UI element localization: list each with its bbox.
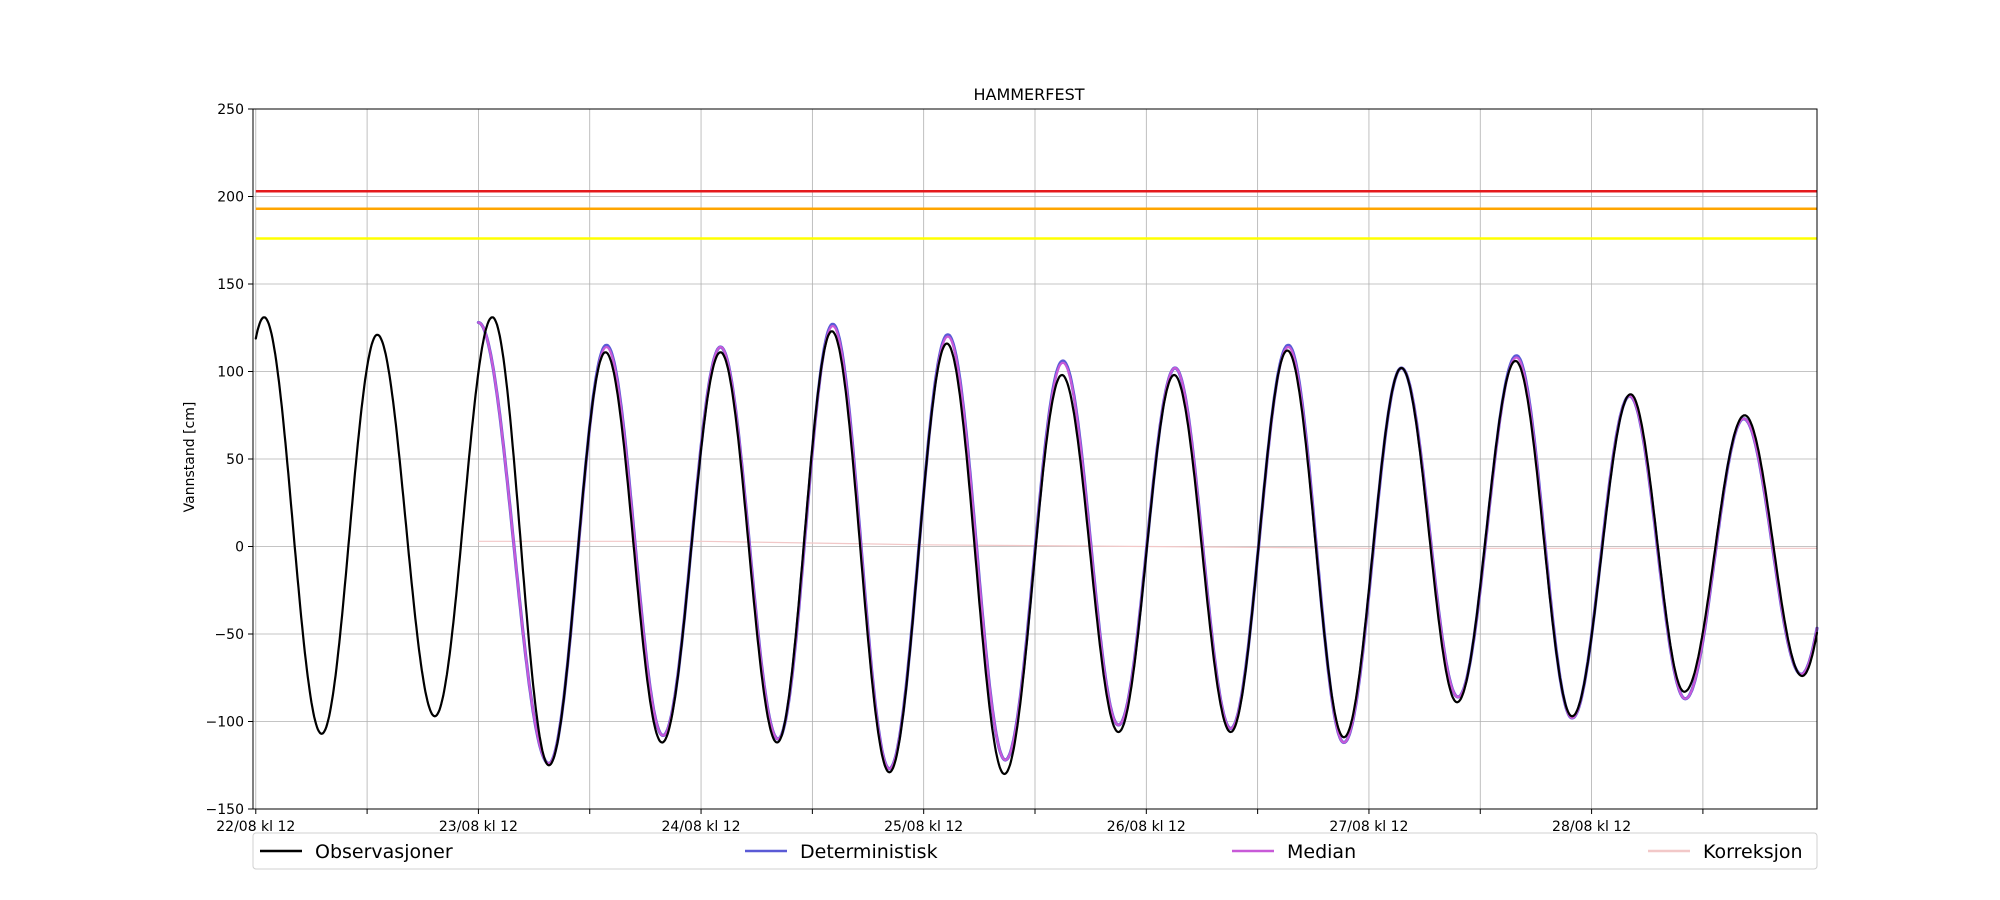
x-tick-label: 23/08 kl 12: [439, 819, 518, 835]
y-tick-label: 50: [226, 452, 244, 468]
legend-label: Observasjoner: [315, 841, 453, 863]
series-lines: [254, 316, 1819, 776]
y-tick-label: −100: [206, 715, 244, 731]
legend-label: Korreksjon: [1703, 841, 1803, 863]
y-tick-label: −50: [214, 627, 244, 643]
x-tick-label: 25/08 kl 12: [884, 819, 963, 835]
y-axis-label: Vannstand [cm]: [182, 402, 198, 513]
y-tick-label: 100: [217, 365, 244, 381]
x-tick-label: 24/08 kl 12: [662, 819, 741, 835]
y-tick-label: 150: [217, 277, 244, 293]
series-line-observasjoner: [254, 316, 1819, 776]
legend: Observasjoner Deterministisk Median Korreks…: [252, 832, 1818, 870]
y-tick-label: −150: [206, 802, 244, 818]
x-axis: 22/08 kl 12 23/08 kl 12 24/08 kl 12 25/08 k…: [216, 809, 1704, 835]
x-tick-label: 28/08 kl 12: [1552, 819, 1631, 835]
legend-label: Median: [1287, 841, 1356, 863]
y-tick-label: 250: [217, 102, 244, 118]
legend-label: Deterministisk: [800, 841, 938, 863]
threshold-lines: [255, 190, 1817, 240]
chart-title: HAMMERFEST: [973, 85, 1084, 104]
legend-box: [252, 832, 1818, 870]
y-axis: −150 −100 −50 0 50 100 150 200 250: [206, 102, 253, 818]
y-tick-label: 0: [235, 540, 244, 556]
x-tick-label: 26/08 kl 12: [1107, 819, 1186, 835]
x-tick-label: 22/08 kl 12: [216, 819, 295, 835]
y-tick-label: 200: [217, 190, 244, 206]
x-tick-label: 27/08 kl 12: [1329, 819, 1408, 835]
